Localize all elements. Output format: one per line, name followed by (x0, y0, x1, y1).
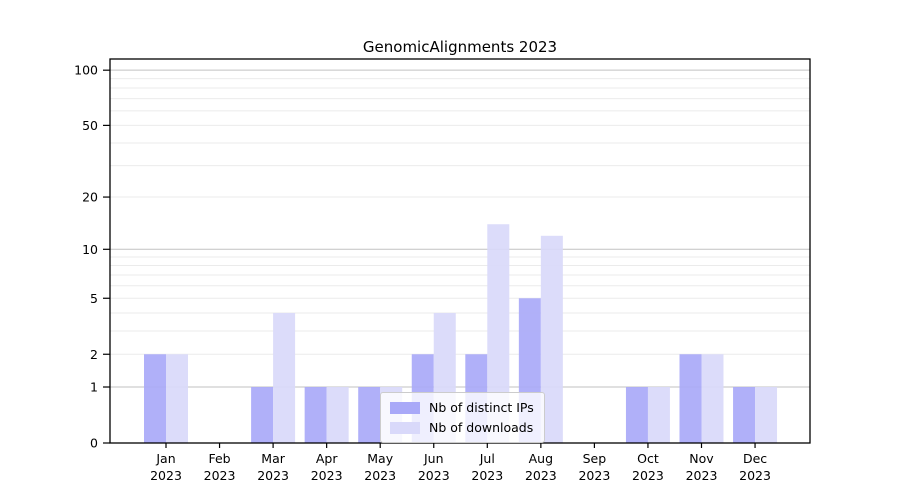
x-tick-label-year: 2023 (364, 468, 396, 483)
bar-downloads-apr-2023 (326, 387, 349, 443)
bar-downloads-dec-2023 (755, 387, 778, 443)
x-tick-label-year: 2023 (632, 468, 664, 483)
x-tick-label-month: Nov (689, 451, 714, 466)
downloads-color-swatch (390, 421, 420, 434)
x-tick-label-month: May (367, 451, 393, 466)
x-tick-label-month: Jun (423, 451, 444, 466)
bar-downloads-aug-2023 (540, 235, 563, 443)
x-tick-label-month: Sep (583, 451, 607, 466)
x-tick-label-year: 2023 (525, 468, 557, 483)
bar-ips-apr-2023 (304, 387, 327, 443)
x-tick-label-month: Feb (208, 451, 230, 466)
chart-title: GenomicAlignments 2023 (362, 38, 558, 56)
x-tick-label-month: Jan (155, 451, 175, 466)
x-tick-label-month: Dec (743, 451, 767, 466)
y-tick-label: 0 (90, 436, 98, 451)
bar-ips-dec-2023 (733, 387, 756, 443)
bar-ips-nov-2023 (679, 354, 702, 443)
bar-ips-oct-2023 (625, 387, 648, 443)
bar-downloads-mar-2023 (273, 312, 296, 443)
legend-item-distinct-ips: Nb of distinct IPs (390, 400, 534, 415)
x-tick-label-year: 2023 (204, 468, 236, 483)
y-tick-label: 2 (90, 347, 98, 362)
x-tick-label-month: Oct (637, 451, 659, 466)
x-tick-label-year: 2023 (311, 468, 343, 483)
bar-downloads-jan-2023 (166, 354, 188, 443)
bar-downloads-jul-2023 (487, 224, 510, 443)
x-tick-label-month: Mar (261, 451, 285, 466)
y-tick-label: 50 (82, 118, 98, 133)
legend-item-downloads: Nb of downloads (390, 420, 534, 435)
y-tick-label: 1 (90, 380, 98, 395)
legend: Nb of distinct IPs Nb of downloads (380, 392, 545, 443)
bar-ips-jan-2023 (144, 354, 166, 443)
x-tick-label-year: 2023 (150, 468, 182, 483)
plot-spine (109, 58, 811, 444)
x-tick-label-year: 2023 (686, 468, 718, 483)
bar-ips-mar-2023 (251, 387, 274, 443)
x-tick-label-month: Apr (316, 451, 338, 466)
legend-label-distinct-ips: Nb of distinct IPs (429, 400, 534, 415)
x-tick-label-month: Jul (479, 451, 495, 466)
y-tick-label: 10 (82, 242, 98, 257)
y-tick-label: 20 (82, 190, 98, 205)
legend-label-downloads: Nb of downloads (429, 420, 534, 435)
y-tick-label: 100 (74, 63, 98, 78)
bar-ips-may-2023 (358, 387, 381, 443)
x-tick-label-year: 2023 (471, 468, 503, 483)
x-tick-label-year: 2023 (739, 468, 771, 483)
y-tick-label: 5 (90, 291, 98, 306)
x-tick-label-year: 2023 (257, 468, 289, 483)
x-tick-label-year: 2023 (578, 468, 610, 483)
bar-downloads-oct-2023 (647, 387, 670, 443)
bar-downloads-nov-2023 (701, 354, 724, 443)
x-tick-label-year: 2023 (418, 468, 450, 483)
ips-color-swatch (390, 401, 420, 414)
x-tick-label-month: Aug (529, 451, 553, 466)
